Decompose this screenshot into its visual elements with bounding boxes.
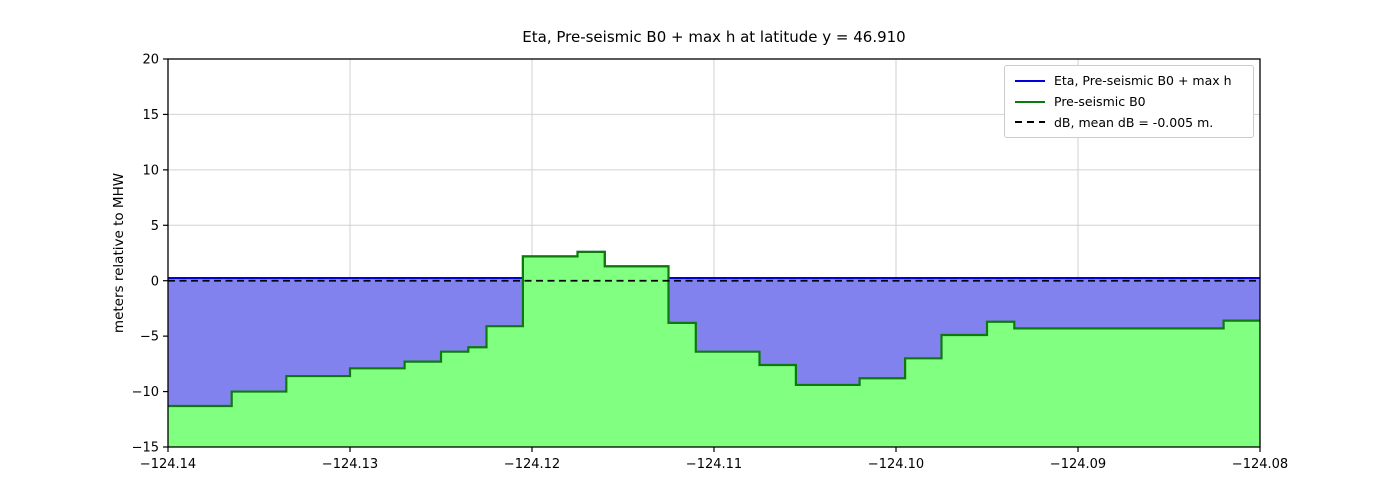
y-axis: 20 15 10 5 0 −5 −10 −15 [132,53,168,456]
legend: Eta, Pre-seismic B0 + max h Pre-seismic … [1004,65,1254,139]
chart-title: Eta, Pre-seismic B0 + max h at latitude … [522,28,906,46]
x-tick-label: −124.11 [686,457,742,472]
y-tick-label: −5 [140,330,159,345]
x-tick-label: −124.10 [868,457,924,472]
x-tick-label: −124.12 [504,457,560,472]
y-tick-label: −10 [132,385,159,400]
x-tick-label: −124.13 [322,457,378,472]
x-tick-label: −124.14 [140,457,196,472]
eta-line-sample-icon [1015,79,1045,82]
legend-label: dB, mean dB = -0.005 m. [1054,114,1214,130]
y-tick-label: 20 [142,53,159,68]
x-axis: −124.14 −124.13 −124.12 −124.11 −124.10 −124.… [140,447,1288,472]
legend-label: Eta, Pre-seismic B0 + max h [1054,73,1232,88]
db-dashed-sample-icon [1015,121,1045,124]
legend-entry-eta: Eta, Pre-seismic B0 + max h [1015,74,1243,88]
y-tick-label: 0 [151,274,159,289]
bathymetry-line [168,250,1260,408]
legend-entry-db: dB, mean dB = -0.005 m. [1015,114,1243,130]
legend-label: Pre-seismic B0 [1054,93,1146,109]
y-tick-label: 5 [151,219,159,234]
x-tick-label: −124.08 [1232,457,1288,472]
x-tick-label: −124.09 [1050,457,1106,472]
b0-line-sample-icon [1015,100,1045,103]
y-tick-label: 10 [142,163,159,178]
y-tick-label: −15 [132,441,159,456]
land-fill [168,251,1260,447]
y-tick-label: 15 [142,108,159,123]
y-axis-label: meters relative to MHW [111,172,127,334]
legend-entry-b0: Pre-seismic B0 [1015,93,1243,109]
